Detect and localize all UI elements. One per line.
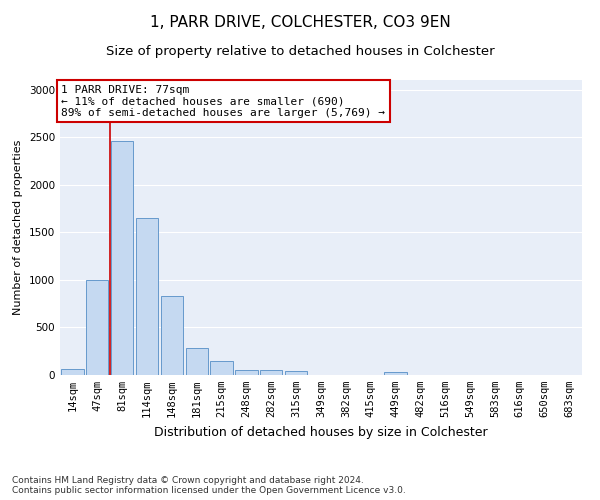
- X-axis label: Distribution of detached houses by size in Colchester: Distribution of detached houses by size …: [154, 426, 488, 438]
- Bar: [385, 372, 407, 375]
- Y-axis label: Number of detached properties: Number of detached properties: [13, 140, 23, 315]
- Bar: [111, 141, 133, 375]
- Bar: [235, 370, 257, 375]
- Bar: [86, 280, 109, 375]
- Bar: [211, 361, 233, 375]
- Bar: [161, 296, 183, 375]
- Bar: [61, 370, 83, 375]
- Bar: [136, 218, 158, 375]
- Bar: [260, 370, 283, 375]
- Text: 1, PARR DRIVE, COLCHESTER, CO3 9EN: 1, PARR DRIVE, COLCHESTER, CO3 9EN: [149, 15, 451, 30]
- Bar: [285, 371, 307, 375]
- Text: Contains HM Land Registry data © Crown copyright and database right 2024.
Contai: Contains HM Land Registry data © Crown c…: [12, 476, 406, 495]
- Text: Size of property relative to detached houses in Colchester: Size of property relative to detached ho…: [106, 45, 494, 58]
- Text: 1 PARR DRIVE: 77sqm
← 11% of detached houses are smaller (690)
89% of semi-detac: 1 PARR DRIVE: 77sqm ← 11% of detached ho…: [61, 85, 385, 118]
- Bar: [185, 348, 208, 375]
